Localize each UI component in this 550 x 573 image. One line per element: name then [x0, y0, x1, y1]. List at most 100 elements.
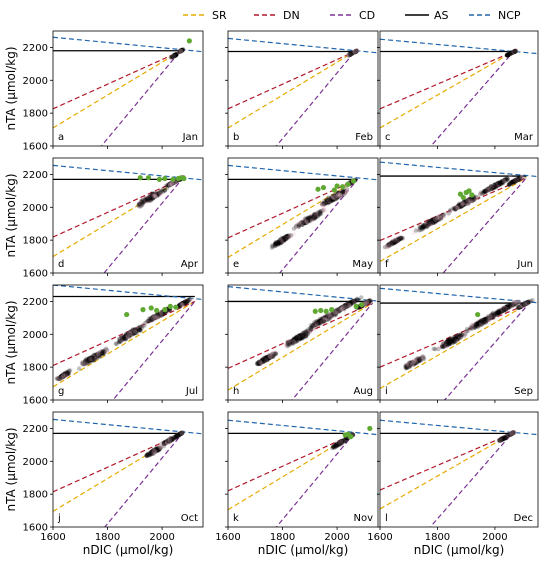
model-point	[323, 207, 328, 213]
model-point	[280, 236, 286, 241]
model-point	[143, 195, 149, 201]
model-point	[93, 355, 98, 360]
line-dn-f	[380, 177, 527, 242]
model-point	[59, 375, 64, 380]
model-point	[83, 357, 88, 363]
model-point	[311, 213, 316, 218]
panel-frame-b	[227, 30, 379, 147]
model-point	[327, 198, 333, 203]
model-point	[65, 370, 70, 375]
model-point	[508, 51, 513, 56]
model-point	[178, 48, 183, 54]
model-point	[305, 218, 310, 223]
model-point	[340, 189, 345, 195]
model-point	[512, 49, 517, 54]
model-point	[438, 214, 443, 219]
model-point	[171, 53, 177, 58]
model-point	[166, 182, 171, 187]
model-point	[296, 224, 301, 229]
model-point	[178, 48, 183, 54]
model-point	[299, 220, 305, 225]
model-point	[335, 195, 340, 200]
model-point	[313, 215, 318, 220]
model-point	[469, 196, 474, 202]
model-point	[391, 239, 397, 245]
model-point	[313, 214, 318, 220]
model-point	[276, 239, 281, 245]
model-point	[169, 181, 174, 187]
model-point	[490, 185, 496, 190]
model-point	[281, 237, 287, 242]
model-point	[102, 348, 107, 353]
model-point	[137, 202, 143, 207]
model-point	[272, 243, 277, 248]
panel-f: f Jun	[377, 157, 539, 276]
model-point	[149, 194, 154, 199]
model-point	[458, 204, 463, 209]
model-point	[514, 177, 520, 183]
model-point	[168, 181, 173, 187]
model-point	[168, 182, 174, 187]
model-point	[394, 239, 400, 244]
model-point	[172, 53, 177, 58]
model-point	[276, 240, 282, 245]
model-point	[62, 372, 68, 378]
model-point	[439, 214, 444, 219]
model-point	[88, 357, 93, 362]
model-point	[94, 352, 99, 357]
model-point	[148, 194, 153, 200]
model-point	[349, 51, 355, 56]
model-point	[411, 359, 417, 364]
model-point	[463, 200, 468, 206]
model-point	[353, 49, 358, 54]
model-point	[488, 183, 494, 189]
model-point	[310, 214, 315, 219]
model-point	[157, 190, 162, 195]
model-point	[502, 177, 508, 182]
model-point	[59, 375, 64, 381]
model-point	[272, 241, 278, 247]
model-point	[349, 51, 354, 56]
model-point	[92, 354, 97, 360]
model-point	[482, 189, 487, 194]
model-point	[462, 201, 468, 207]
model-point	[392, 238, 397, 244]
model-point	[348, 51, 353, 57]
model-point	[468, 197, 473, 203]
model-point	[395, 237, 401, 242]
model-point	[512, 178, 517, 183]
model-point	[327, 197, 333, 202]
model-point	[455, 203, 461, 209]
model-point	[63, 372, 68, 377]
model-point	[278, 240, 283, 246]
model-point	[513, 178, 518, 183]
model-point	[173, 53, 178, 58]
model-point	[393, 239, 399, 244]
model-point	[391, 240, 396, 245]
model-point	[513, 48, 518, 54]
model-point	[153, 194, 158, 199]
model-point	[464, 199, 469, 204]
model-point	[512, 179, 517, 184]
model-point	[497, 181, 502, 186]
model-point	[425, 222, 430, 227]
model-point	[282, 237, 287, 243]
model-cloud-c	[504, 48, 519, 58]
model-point	[300, 219, 306, 225]
model-point	[284, 236, 289, 241]
model-point	[470, 197, 475, 202]
y-tick-label: 1800	[23, 109, 48, 120]
model-point	[457, 203, 462, 208]
model-point	[273, 243, 278, 248]
model-point	[146, 197, 151, 202]
model-point	[354, 48, 359, 53]
model-point	[171, 54, 176, 59]
model-point	[302, 221, 307, 226]
model-point	[502, 178, 507, 184]
model-point	[142, 199, 147, 204]
model-point	[347, 52, 352, 57]
model-point	[512, 49, 517, 54]
model-point	[455, 204, 460, 209]
model-point	[276, 240, 281, 245]
model-point	[291, 226, 297, 231]
